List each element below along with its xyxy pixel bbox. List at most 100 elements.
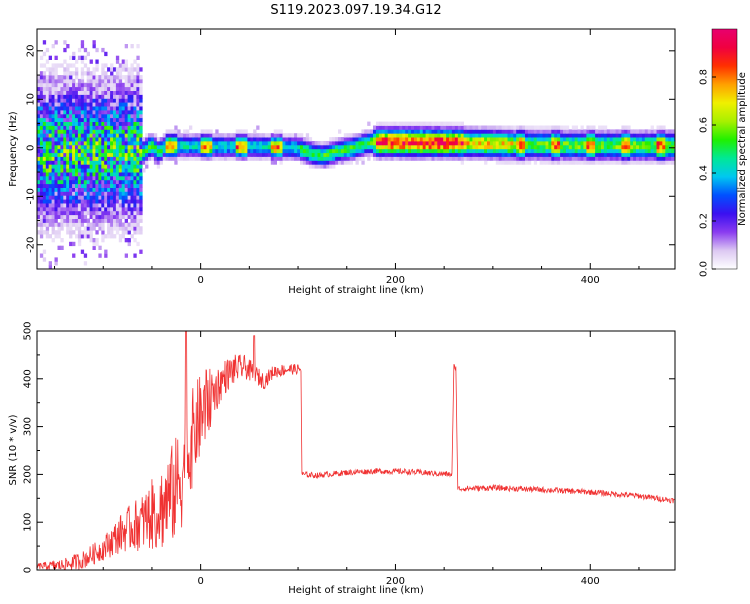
spectrogram-cell (63, 75, 67, 80)
spectrogram-cell (229, 148, 234, 154)
spectrogram-cell (130, 121, 134, 126)
spectrogram-cell (294, 152, 298, 157)
spectrogram-cell (282, 133, 286, 138)
spectrogram-cell (75, 179, 79, 185)
spectrogram-cell (533, 141, 538, 146)
spectrogram-cell (133, 222, 137, 227)
spectrogram-cell (402, 144, 406, 150)
spectrogram-cell (428, 137, 432, 142)
spectrogram-cell (554, 129, 558, 134)
spectrogram-cell (527, 129, 532, 134)
spectrogram-cell (621, 156, 625, 161)
spectrogram-cell (332, 144, 336, 150)
spectrogram-cell (113, 203, 117, 208)
spectrogram-cell (548, 148, 552, 154)
spectrogram-cell (273, 141, 277, 146)
spectrogram-cell (443, 133, 447, 138)
spectrogram-cell (609, 129, 613, 134)
spectrogram-cell (107, 90, 111, 95)
spectrogram-cell (130, 191, 134, 196)
spectrogram-cell (338, 137, 342, 142)
spectrogram-cell (484, 144, 488, 150)
spectrogram-cell (618, 148, 622, 154)
spectrogram-cell (86, 199, 90, 204)
spectrogram-cell (530, 129, 535, 134)
spectrogram-cell (183, 144, 187, 150)
spectrogram-cell (589, 160, 593, 165)
spectrogram-cell (54, 55, 58, 60)
spectrogram-cell (621, 144, 625, 150)
spectrogram-cell (51, 71, 55, 76)
spectrogram-cell (460, 133, 464, 138)
spectrogram-cell (630, 144, 634, 150)
spectrogram-cell (63, 110, 67, 115)
spectrogram-cell (355, 137, 359, 142)
spectrogram-cell (320, 144, 324, 150)
spectrogram-cell (75, 113, 79, 119)
spectrogram-cell (54, 172, 58, 177)
spectrogram-cell (624, 133, 628, 138)
spectrogram-cell (95, 168, 99, 173)
spectrogram-cell (338, 148, 342, 154)
spectrogram-cell (115, 191, 120, 196)
spectrogram-cell (92, 82, 96, 88)
spectrogram-cell (51, 164, 55, 169)
spectrogram-cell (101, 129, 105, 134)
spectrogram-cell (86, 172, 90, 177)
spectrogram-cell (75, 137, 79, 142)
spectrogram-cell (191, 144, 196, 150)
spectrogram-cell (37, 152, 41, 157)
spectrogram-cell (69, 241, 73, 247)
spectrogram-cell (133, 168, 137, 173)
spectrogram-cell (259, 152, 263, 157)
spectrogram-cell (378, 152, 383, 157)
spectrogram-cell (472, 141, 476, 146)
spectrogram-cell (136, 206, 140, 212)
spectrogram-cell (42, 51, 47, 57)
spectrogram-cell (48, 137, 52, 142)
spectrogram-cell (329, 160, 333, 165)
spectrogram-cell (449, 152, 453, 157)
spectrogram-cell (197, 137, 201, 142)
spectrogram-cell (288, 152, 292, 157)
spectrogram-cell (592, 141, 596, 146)
spectrogram-cell (215, 144, 219, 150)
spectrogram-cell (77, 191, 82, 196)
spectrogram-cell (145, 160, 149, 165)
spectrogram-cell (115, 133, 120, 138)
spectrogram-cell (136, 148, 140, 154)
spectrogram-cell (603, 125, 608, 130)
spectrogram-cell (560, 160, 564, 165)
spectrogram-cell (422, 148, 426, 154)
spectrogram-cell (571, 156, 576, 161)
spectrogram-cell (80, 164, 85, 169)
spectrogram-cell (77, 168, 82, 173)
spectrogram-cell (89, 183, 93, 188)
spectrogram-xtick-label: 0 (197, 275, 203, 286)
spectrogram-cell (612, 141, 616, 146)
spectrogram-cell (92, 75, 96, 80)
spectrogram-cell (355, 156, 359, 161)
spectrogram-cell (311, 164, 315, 169)
spectrogram-cell (39, 226, 44, 231)
spectrogram-cell (656, 152, 660, 157)
spectrogram-cell (563, 148, 567, 154)
snr-ytick-label: 300 (23, 417, 34, 436)
spectrogram-cell (618, 133, 622, 138)
spectrogram-cell (121, 94, 125, 99)
spectrogram-cell (39, 195, 44, 200)
spectrogram-cell (665, 160, 669, 165)
spectrogram-cell (267, 133, 272, 138)
spectrogram-cell (589, 148, 593, 154)
spectrogram-cell (77, 152, 82, 157)
spectrogram-cell (51, 218, 55, 223)
spectrogram-cell (107, 98, 111, 103)
spectrogram-cell (162, 133, 166, 138)
spectrogram-cell (39, 113, 44, 119)
spectrogram-cell (66, 230, 70, 235)
spectrogram-cell (83, 152, 88, 157)
spectrogram-cell (264, 137, 269, 142)
spectrogram-cell (510, 148, 514, 154)
spectrogram-cell (80, 183, 85, 188)
spectrogram-cell (115, 141, 120, 146)
